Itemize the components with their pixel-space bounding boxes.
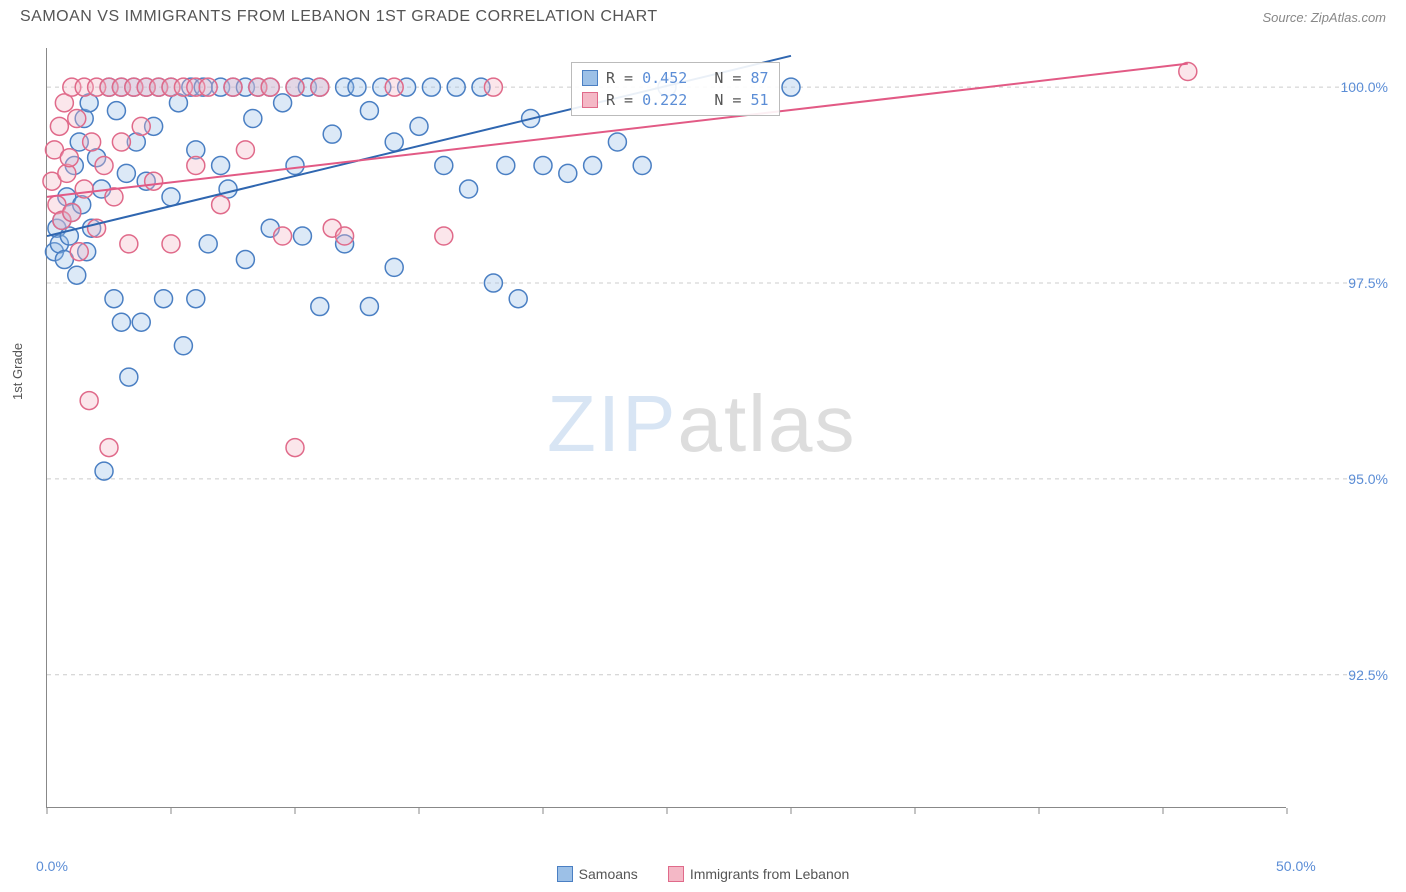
data-point: [447, 78, 465, 96]
data-point: [274, 227, 292, 245]
data-point: [83, 133, 101, 151]
data-point: [68, 110, 86, 128]
data-point: [435, 227, 453, 245]
data-point: [187, 157, 205, 175]
legend-label-samoans: Samoans: [579, 866, 638, 882]
data-point: [212, 196, 230, 214]
data-point: [336, 227, 354, 245]
data-point: [95, 462, 113, 480]
y-tick-label: 92.5%: [1348, 667, 1388, 683]
data-point: [293, 227, 311, 245]
data-point: [50, 117, 68, 135]
data-point: [311, 78, 329, 96]
stats-text: R = 0.222 N = 51: [606, 91, 769, 109]
data-point: [323, 125, 341, 143]
x-tick-label: 0.0%: [36, 858, 68, 874]
data-point: [120, 368, 138, 386]
y-tick-label: 97.5%: [1348, 275, 1388, 291]
y-axis-label: 1st Grade: [10, 343, 25, 400]
data-point: [162, 188, 180, 206]
legend-item-samoans: Samoans: [557, 866, 638, 882]
data-point: [212, 157, 230, 175]
data-point: [633, 157, 651, 175]
data-point: [112, 133, 130, 151]
data-point: [360, 102, 378, 120]
scatter-plot-svg: [47, 48, 1286, 807]
data-point: [311, 298, 329, 316]
data-point: [410, 117, 428, 135]
chart-area: ZIPatlas R = 0.452 N = 87R = 0.222 N = 5…: [46, 48, 1286, 808]
data-point: [63, 204, 81, 222]
legend-swatch-lebanon: [668, 866, 684, 882]
data-point: [155, 290, 173, 308]
data-point: [782, 78, 800, 96]
legend-label-lebanon: Immigrants from Lebanon: [690, 866, 850, 882]
stats-box: R = 0.452 N = 87 R = 0.222 N = 51: [571, 62, 780, 116]
stats-row: R = 0.222 N = 51: [582, 89, 769, 111]
chart-title: SAMOAN VS IMMIGRANTS FROM LEBANON 1ST GR…: [20, 8, 658, 26]
data-point: [244, 110, 262, 128]
stats-swatch: [582, 92, 598, 108]
stats-swatch: [582, 70, 598, 86]
data-point: [117, 164, 135, 182]
data-point: [68, 266, 86, 284]
data-point: [199, 235, 217, 253]
data-point: [145, 172, 163, 190]
data-point: [70, 243, 88, 261]
data-point: [348, 78, 366, 96]
data-point: [100, 439, 118, 457]
data-point: [584, 157, 602, 175]
data-point: [484, 274, 502, 292]
y-tick-label: 95.0%: [1348, 471, 1388, 487]
stats-text: R = 0.452 N = 87: [606, 69, 769, 87]
data-point: [199, 78, 217, 96]
data-point: [112, 313, 130, 331]
data-point: [559, 164, 577, 182]
data-point: [460, 180, 478, 198]
data-point: [385, 258, 403, 276]
x-tick-label: 50.0%: [1276, 858, 1316, 874]
data-point: [132, 313, 150, 331]
data-point: [105, 290, 123, 308]
legend-item-lebanon: Immigrants from Lebanon: [668, 866, 850, 882]
data-point: [107, 102, 125, 120]
title-bar: SAMOAN VS IMMIGRANTS FROM LEBANON 1ST GR…: [0, 0, 1406, 30]
legend-bottom: Samoans Immigrants from Lebanon: [0, 866, 1406, 882]
data-point: [608, 133, 626, 151]
data-point: [484, 78, 502, 96]
data-point: [274, 94, 292, 112]
data-point: [75, 180, 93, 198]
data-point: [236, 251, 254, 269]
data-point: [497, 157, 515, 175]
data-point: [95, 157, 113, 175]
source-label: Source: ZipAtlas.com: [1262, 10, 1386, 25]
data-point: [187, 290, 205, 308]
data-point: [162, 235, 180, 253]
data-point: [435, 157, 453, 175]
data-point: [261, 78, 279, 96]
data-point: [132, 117, 150, 135]
data-point: [286, 78, 304, 96]
data-point: [360, 298, 378, 316]
data-point: [174, 337, 192, 355]
data-point: [120, 235, 138, 253]
data-point: [385, 78, 403, 96]
data-point: [509, 290, 527, 308]
legend-swatch-samoans: [557, 866, 573, 882]
data-point: [60, 149, 78, 167]
data-point: [534, 157, 552, 175]
data-point: [286, 157, 304, 175]
y-tick-label: 100.0%: [1341, 79, 1388, 95]
data-point: [80, 392, 98, 410]
data-point: [224, 78, 242, 96]
data-point: [385, 133, 403, 151]
stats-row: R = 0.452 N = 87: [582, 67, 769, 89]
data-point: [422, 78, 440, 96]
data-point: [286, 439, 304, 457]
data-point: [236, 141, 254, 159]
